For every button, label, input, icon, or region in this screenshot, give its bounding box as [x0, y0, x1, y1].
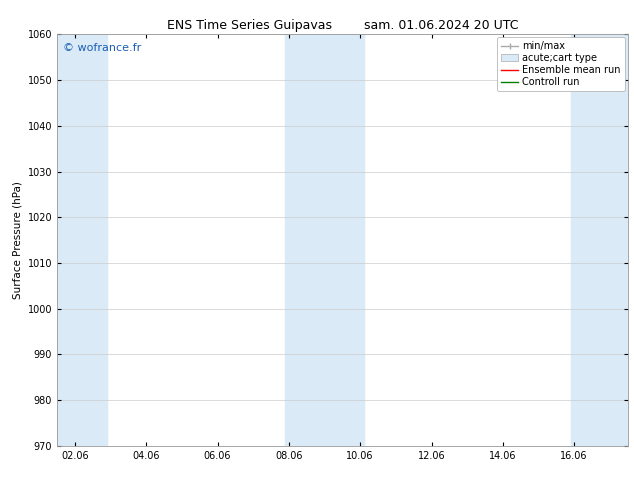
Title: ENS Time Series Guipavas        sam. 01.06.2024 20 UTC: ENS Time Series Guipavas sam. 01.06.2024… [167, 19, 518, 32]
Legend: min/max, acute;cart type, Ensemble mean run, Controll run: min/max, acute;cart type, Ensemble mean … [497, 37, 624, 91]
Text: © wofrance.fr: © wofrance.fr [63, 43, 141, 52]
Y-axis label: Surface Pressure (hPa): Surface Pressure (hPa) [12, 181, 22, 299]
Bar [57, 34, 107, 446]
Bar [285, 34, 364, 446]
Bar [571, 34, 628, 446]
